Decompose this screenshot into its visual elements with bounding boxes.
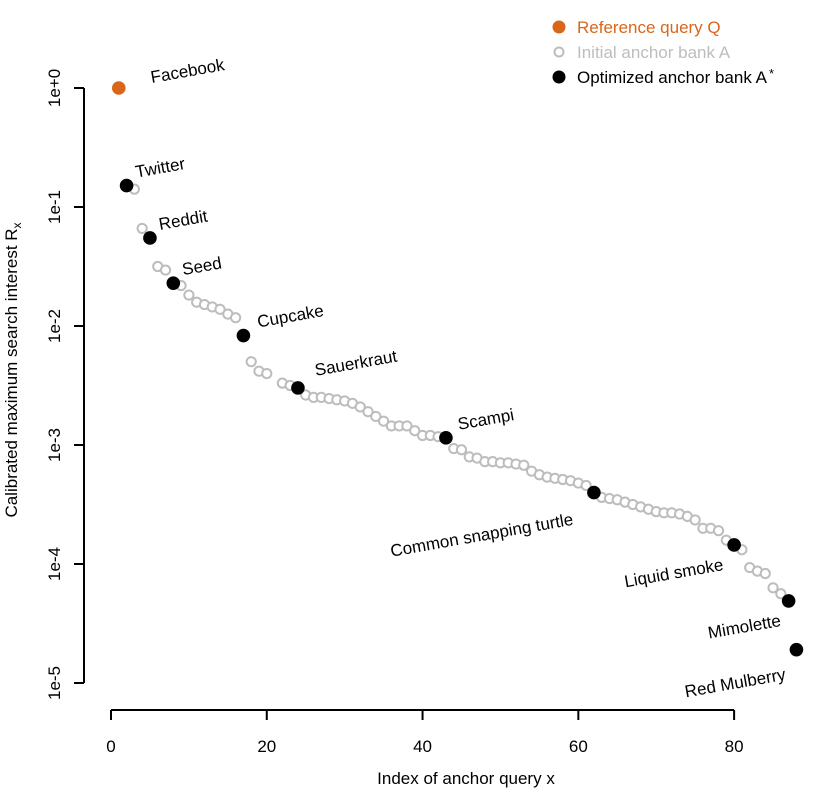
legend: Reference query Q Initial anchor bank A … bbox=[552, 18, 774, 87]
initial-anchor-point bbox=[214, 303, 226, 315]
point-label: Twitter bbox=[134, 154, 187, 181]
initial-anchor-point bbox=[136, 222, 148, 235]
y-tick-label: 1e-2 bbox=[45, 309, 64, 343]
y-axis-title-subscript: x bbox=[10, 222, 24, 228]
initial-anchor-point bbox=[159, 264, 172, 276]
initial-anchor-point bbox=[518, 459, 530, 471]
optimized-anchor-points bbox=[119, 178, 804, 657]
x-tick-label: 20 bbox=[257, 737, 276, 756]
y-tick-label: 1e-1 bbox=[45, 190, 64, 224]
initial-anchor-point bbox=[580, 479, 592, 492]
point-labels: Twitter Reddit Seed Cupcake Sauerkraut Scampi… bbox=[134, 55, 788, 701]
optimized-anchor-point bbox=[439, 431, 453, 445]
initial-anchor-point bbox=[261, 368, 273, 380]
point-label: Mimolette bbox=[706, 611, 782, 643]
initial-anchor-point bbox=[378, 415, 390, 427]
optimized-anchor-point bbox=[781, 594, 796, 608]
point-label: Scampi bbox=[456, 405, 515, 434]
initial-anchor-point bbox=[401, 420, 413, 432]
point-label: Red Mulberry bbox=[683, 665, 787, 702]
initial-anchor-points bbox=[128, 183, 787, 600]
legend-label-optimized-text: Optimized anchor bank A bbox=[577, 68, 768, 87]
point-label: Common snapping turtle bbox=[389, 510, 575, 561]
x-axis: 0 20 40 60 80 bbox=[106, 709, 744, 756]
optimized-anchor-point bbox=[119, 178, 134, 193]
initial-anchor-point bbox=[455, 444, 468, 456]
point-label: Cupcake bbox=[256, 301, 325, 331]
y-tick-label: 1e-3 bbox=[45, 428, 64, 462]
initial-anchor-point bbox=[775, 588, 787, 600]
y-axis-title: Calibrated maximum search interest Rx bbox=[2, 222, 24, 517]
legend-label-optimized: Optimized anchor bank A * bbox=[577, 66, 774, 87]
initial-anchor-point bbox=[767, 582, 779, 594]
y-tick-label: 1e-5 bbox=[45, 666, 64, 700]
y-axis: 1e+0 1e-1 1e-2 1e-3 1e-4 1e-5 bbox=[45, 69, 85, 700]
point-label: Sauerkraut bbox=[313, 347, 398, 380]
initial-anchor-point bbox=[245, 356, 257, 368]
initial-anchor-point bbox=[354, 401, 366, 413]
y-tick-label: 1e-4 bbox=[45, 547, 64, 581]
reference-query-point bbox=[111, 81, 126, 95]
optimized-anchor-point bbox=[291, 381, 305, 395]
initial-anchor-point bbox=[370, 410, 382, 423]
optimized-anchor-point bbox=[143, 231, 157, 245]
initial-anchor-point bbox=[230, 312, 242, 324]
initial-anchor-point bbox=[759, 567, 771, 580]
point-label: Liquid smoke bbox=[623, 555, 725, 591]
optimized-anchor-point bbox=[166, 276, 181, 290]
initial-anchor-point bbox=[183, 289, 195, 301]
legend-marker-initial bbox=[553, 46, 565, 58]
initial-anchor-point bbox=[409, 425, 421, 437]
reference-query-points bbox=[111, 81, 126, 95]
y-tick-label: 1e+0 bbox=[45, 69, 64, 107]
initial-anchor-point bbox=[689, 514, 701, 526]
point-label: Reddit bbox=[157, 207, 209, 234]
optimized-anchor-point bbox=[789, 642, 804, 657]
optimized-anchor-point bbox=[236, 328, 251, 343]
legend-label-initial: Initial anchor bank A bbox=[577, 43, 731, 62]
legend-marker-optimized bbox=[552, 70, 566, 84]
x-tick-label: 80 bbox=[725, 737, 744, 756]
initial-anchor-point bbox=[362, 406, 374, 418]
legend-label-reference: Reference query Q bbox=[577, 18, 721, 37]
y-axis-title-text: Calibrated maximum search interest R bbox=[2, 228, 21, 517]
x-tick-label: 60 bbox=[569, 737, 588, 756]
reference-label: Facebook bbox=[149, 55, 226, 87]
legend-marker-reference bbox=[552, 20, 566, 34]
optimized-anchor-point bbox=[587, 485, 601, 500]
point-label: Seed bbox=[181, 253, 223, 279]
x-tick-label: 0 bbox=[106, 737, 115, 756]
x-tick-label: 40 bbox=[413, 737, 432, 756]
initial-anchor-point bbox=[712, 525, 725, 537]
legend-label-optimized-star: * bbox=[769, 66, 774, 81]
x-axis-title: Index of anchor query x bbox=[377, 769, 555, 788]
optimized-anchor-point bbox=[727, 538, 741, 552]
